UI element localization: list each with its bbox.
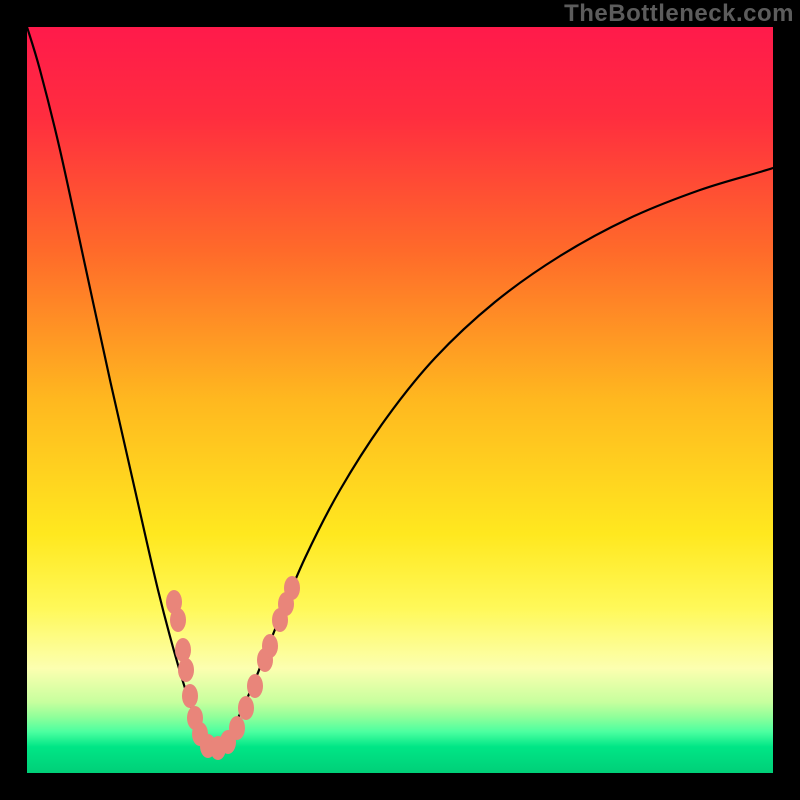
curve-marker xyxy=(175,638,191,662)
curve-marker xyxy=(229,716,245,740)
curve-marker xyxy=(284,576,300,600)
chart-root: TheBottleneck.com xyxy=(0,0,800,800)
curve-marker xyxy=(182,684,198,708)
watermark-text: TheBottleneck.com xyxy=(564,0,794,28)
curve-marker xyxy=(170,608,186,632)
curve-marker xyxy=(247,674,263,698)
curve-marker xyxy=(178,658,194,682)
curve-marker xyxy=(262,634,278,658)
chart-svg xyxy=(0,0,800,800)
curve-marker xyxy=(238,696,254,720)
